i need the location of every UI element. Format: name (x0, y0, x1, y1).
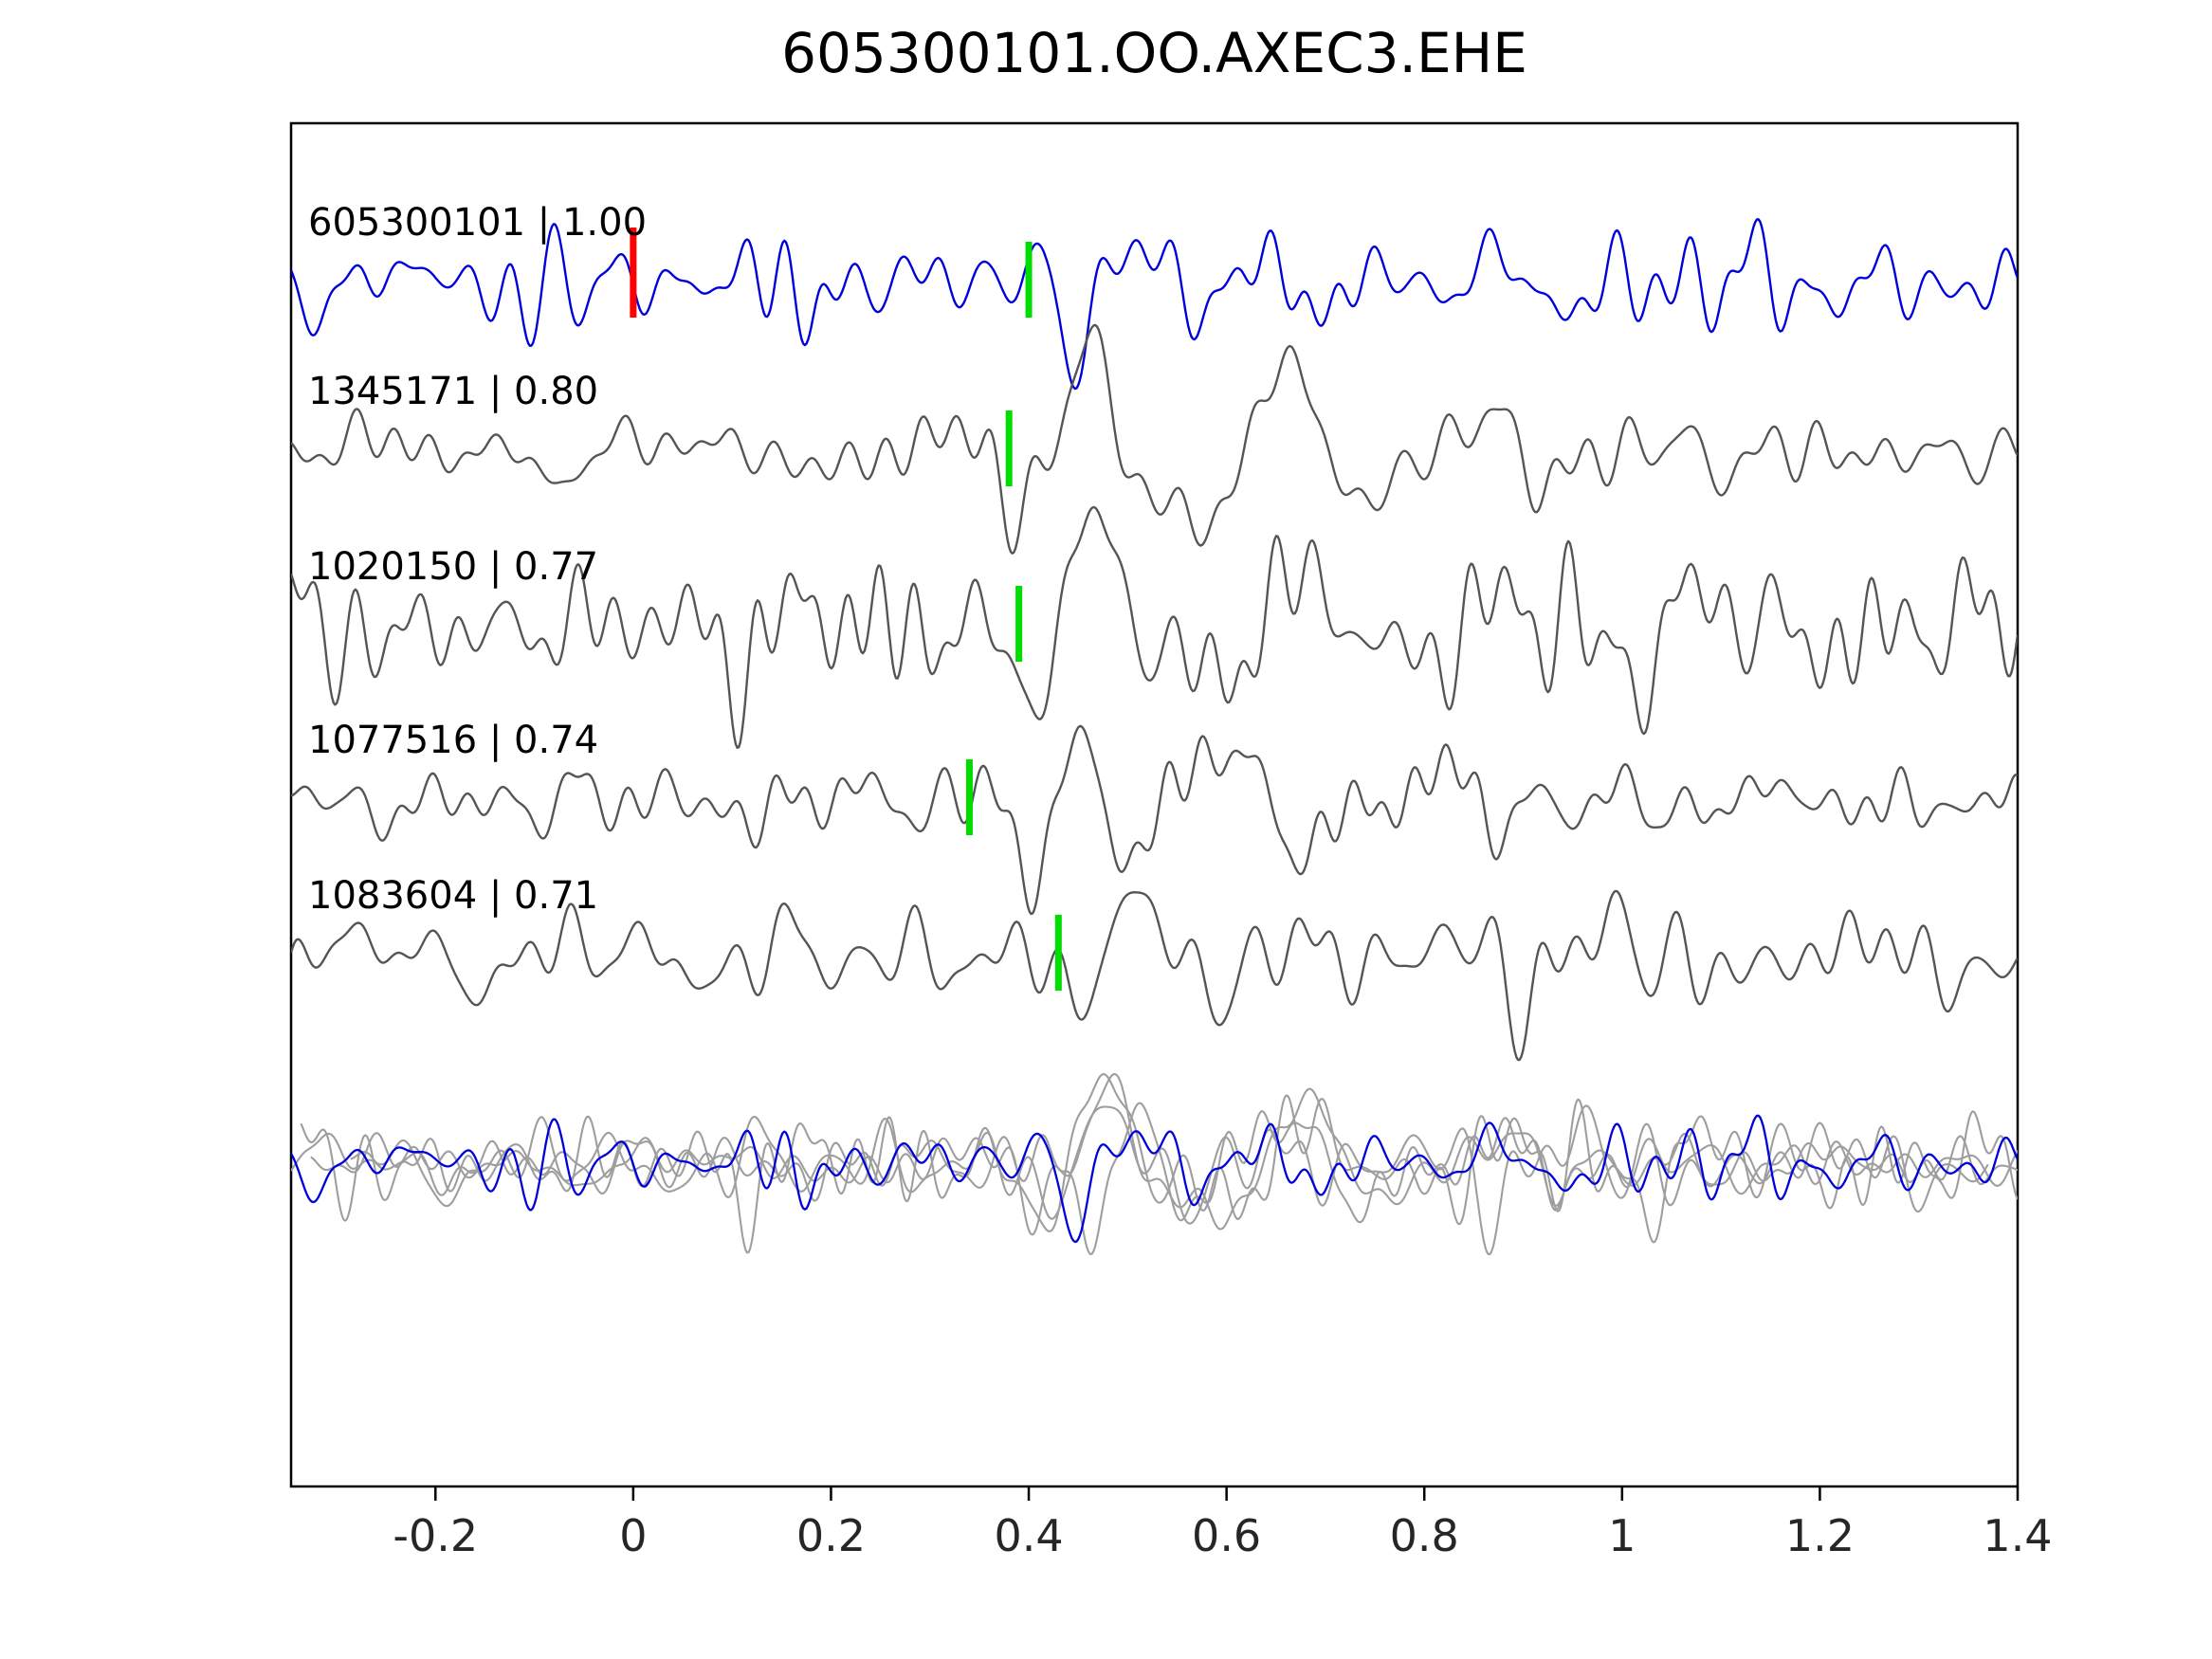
x-tick-label: 0.6 (1192, 1510, 1261, 1561)
x-tick-label: 0.8 (1390, 1510, 1459, 1561)
waveform-trace-1083604 (291, 889, 2018, 1062)
waveform-trace-605300101 (291, 218, 2018, 391)
x-tick-label: -0.2 (393, 1510, 478, 1561)
overlay-trace-1020150 (300, 1072, 2018, 1254)
x-tick-label: 1.4 (1983, 1510, 2052, 1561)
waveform-trace-1345171 (291, 323, 2018, 555)
trace-label-605300101: 605300101 | 1.00 (308, 201, 647, 245)
trace-label-1077516: 1077516 | 0.74 (308, 719, 598, 762)
trace-label-1345171: 1345171 | 0.80 (308, 370, 598, 413)
plot-border (289, 121, 2020, 1488)
overlay-trace-1083604 (291, 1104, 1989, 1256)
trace-label-1083604: 1083604 | 0.71 (308, 874, 598, 918)
x-tick-label: 0.4 (994, 1510, 1063, 1561)
x-tick-label: 0 (619, 1510, 647, 1561)
trace-label-1020150: 1020150 | 0.77 (308, 545, 598, 589)
waveform-trace-1020150 (291, 505, 2018, 749)
x-tick-label: 0.2 (796, 1510, 866, 1561)
waveform-trace-1077516 (291, 724, 2018, 916)
overlay-trace-1077516 (350, 1102, 2018, 1256)
chart-title: 605300101.OO.AXEC3.EHE (781, 21, 1527, 85)
x-tick-label: 1 (1608, 1510, 1636, 1561)
traces-group (291, 218, 2018, 1256)
overlay-trace-template (291, 1114, 2018, 1244)
x-tick-label: 1.2 (1785, 1510, 1855, 1561)
